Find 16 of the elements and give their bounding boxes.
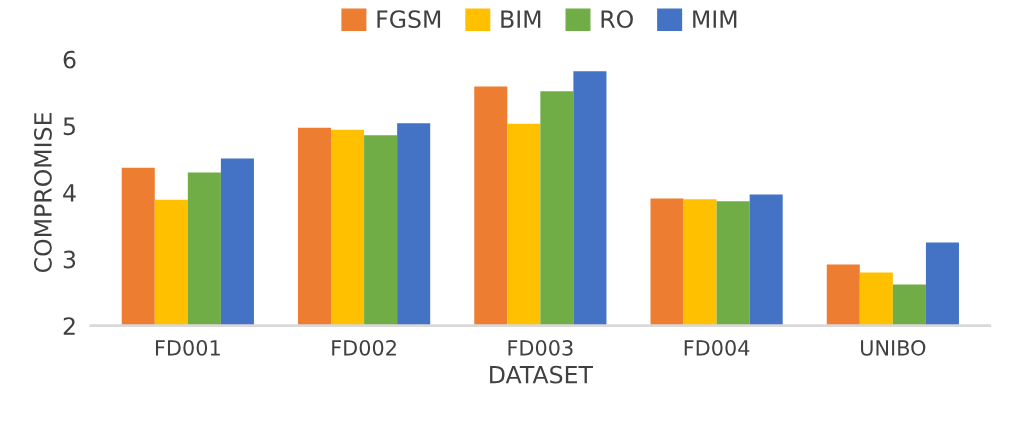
legend-label: MIM [693,10,737,28]
x-tick-label: FD003 [508,339,573,356]
x-tick-label: FD001 [155,339,220,356]
y-tick-label: 4 [63,184,76,202]
x-tick-label: UNIBO [861,339,926,356]
y-tick-label: 6 [63,50,76,69]
y-tick-label: 3 [63,250,76,269]
y-axis-title: COMPROMISE [34,113,52,273]
x-tick-label: FD002 [332,339,396,356]
y-tick-label: 5 [63,117,75,136]
legend-label: FGSM [377,10,441,29]
x-tick-label: FD004 [684,339,750,356]
x-axis-title: DATASET [490,365,593,384]
legend-label: BIM [501,10,541,28]
legend-label: RO [601,10,633,29]
y-tick-label: 2 [63,317,75,335]
